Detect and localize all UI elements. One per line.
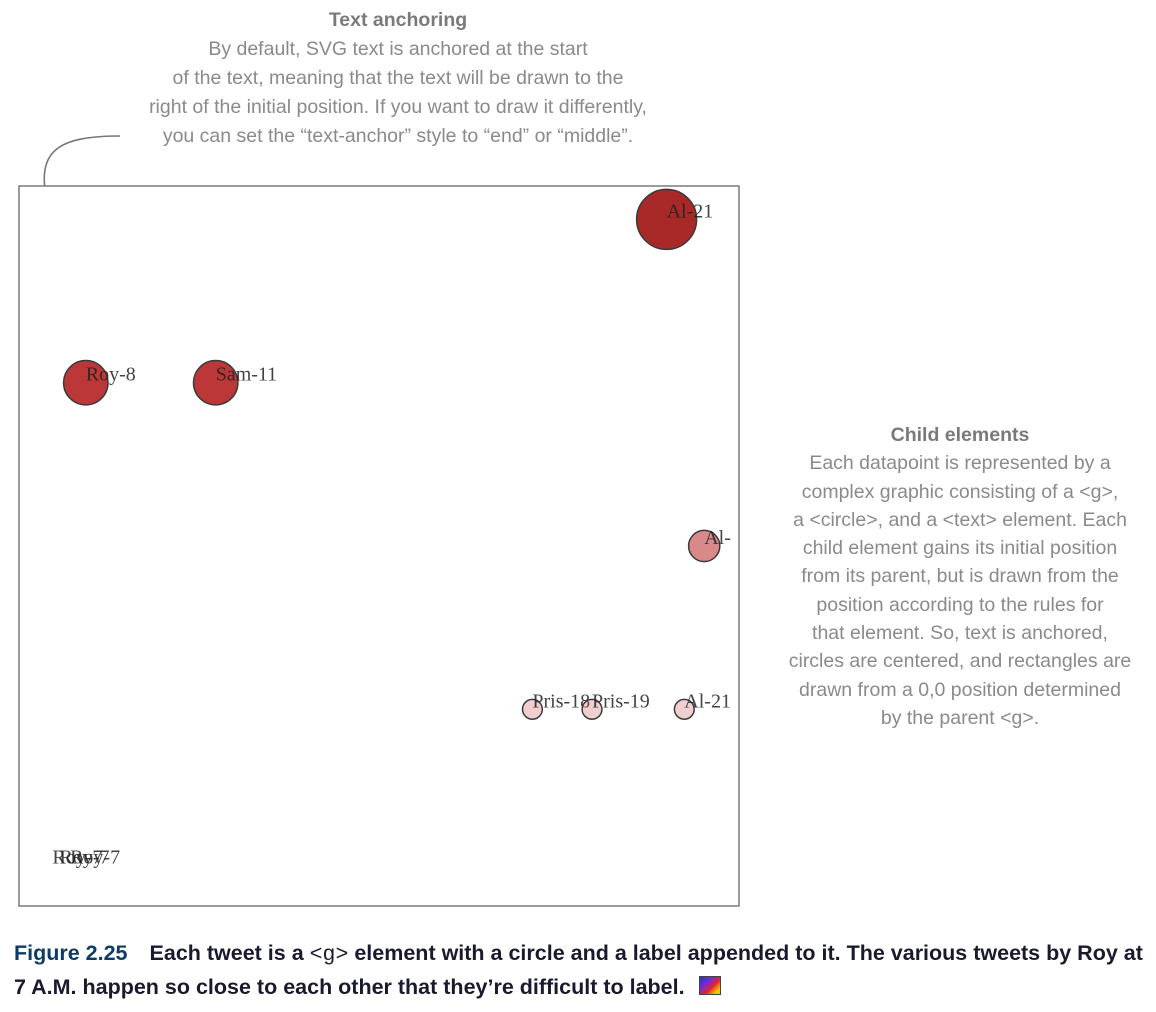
- annotation-text-anchoring: Text anchoring By default, SVG text is a…: [108, 6, 688, 151]
- plot-marks: Al-21 Roy-8 Sam-11 Al- Pris-18 Pris-19 Al-21 Ro…: [52, 188, 731, 869]
- data-point-label: Al-: [704, 527, 731, 549]
- data-point-label: Roy-7: [60, 847, 110, 869]
- data-point-label: Pris-19: [592, 690, 650, 712]
- color-figure-icon: [698, 976, 721, 995]
- annotation-text-anchoring-line: of the text, meaning that the text will …: [172, 67, 624, 89]
- figure-number: Figure 2.25: [14, 941, 128, 965]
- annotation-child-elements-title: Child elements: [890, 424, 1030, 446]
- annotation-child-elements-line: that element. So, text is anchored,: [812, 622, 1108, 645]
- figure-caption: Figure 2.25 Each tweet is a <g> element w…: [14, 937, 1154, 1003]
- annotation-child-elements-line: position according to the rules for: [816, 593, 1104, 616]
- data-point-circle: [635, 188, 698, 251]
- data-point-circle: [687, 529, 721, 563]
- scatter-plot: Al-21 Roy-8 Sam-11 Al- Pris-18 Pris-19 Al-21 Ro…: [18, 185, 740, 907]
- data-point-circle: [192, 359, 239, 406]
- data-point-circle: [62, 359, 109, 406]
- data-point-label: Roy-8: [86, 364, 136, 386]
- annotation-child-elements: Child elements Each datapoint is represe…: [762, 421, 1156, 732]
- data-point-label: Roy-7: [70, 847, 120, 869]
- annotation-child-elements-line: by the parent <g>.: [880, 706, 1040, 729]
- data-point-circle: [581, 698, 603, 720]
- annotation-child-elements-line: complex graphic consisting of a <g>,: [801, 480, 1119, 503]
- data-point-circle: [521, 698, 544, 720]
- annotation-text-anchoring-line: right of the initial position. If you wa…: [149, 96, 647, 118]
- caption-text-part1: Each tweet is a: [149, 941, 310, 965]
- annotation-child-elements-line: circles are centered, and rectangles are: [788, 650, 1132, 673]
- annotation-child-elements-line: child element gains its initial position: [802, 537, 1118, 560]
- annotation-child-elements-line: a <circle>, and a <text> element. Each: [793, 508, 1127, 531]
- annotation-text-anchoring-line: By default, SVG text is anchored at the …: [208, 38, 588, 60]
- annotation-text-anchoring-title: Text anchoring: [328, 9, 468, 31]
- caption-text-part2: element with a circle and a label append…: [14, 941, 1143, 999]
- caption-code: <g>: [309, 943, 349, 967]
- plot-frame: [18, 185, 740, 907]
- data-point-label: Pris-18: [532, 690, 590, 712]
- data-point-circle: [673, 698, 695, 720]
- data-point-label: Al-21: [684, 690, 731, 712]
- data-point-label: Roy-7: [52, 847, 102, 869]
- annotation-child-elements-line: Each datapoint is represented by a: [809, 452, 1111, 475]
- annotation-child-elements-line: from its parent, but is drawn from the: [801, 565, 1119, 588]
- annotation-text-anchoring-line: you can set the “text-anchor” style to “…: [162, 125, 634, 147]
- data-point-label: Al-21: [667, 200, 714, 222]
- data-point-label: Sam-11: [216, 364, 277, 386]
- annotation-child-elements-line: drawn from a 0,0 position determined: [799, 678, 1121, 701]
